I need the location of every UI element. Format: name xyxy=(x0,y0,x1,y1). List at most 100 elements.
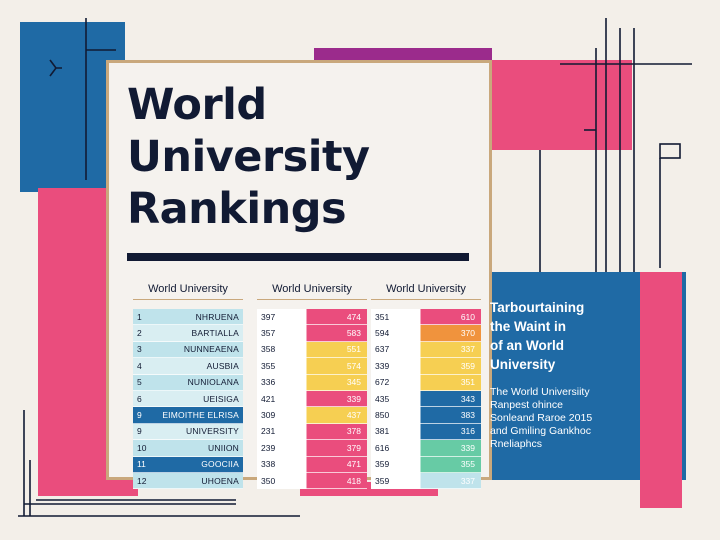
table-row: 338 471 xyxy=(257,456,367,473)
score-cell: 370 xyxy=(460,328,475,339)
column-rule-2 xyxy=(257,299,367,300)
score-cell: 351 xyxy=(375,311,390,322)
score-cell: 231 xyxy=(261,426,276,437)
column-heading-1: World University xyxy=(148,283,228,295)
table-row: 9 UNIVERSITY xyxy=(133,423,243,441)
table-row: 351 610 xyxy=(371,309,481,326)
score-cell: 610 xyxy=(460,311,475,322)
score-cell: 345 xyxy=(346,377,361,388)
info-heading-line: the Waint in xyxy=(490,319,566,334)
score-cell: 421 xyxy=(261,393,276,404)
score-cell: 355 xyxy=(261,360,276,371)
column-heading-2: World University xyxy=(272,283,352,295)
table-row: 672 351 xyxy=(371,374,481,391)
university-name-cell: UEISIGA xyxy=(203,393,239,404)
table-row: 1 NHRUENA xyxy=(133,309,243,326)
title-underline xyxy=(127,253,469,261)
score-cell: 337 xyxy=(460,475,475,486)
rankings-table-2: 397 474 357 583 358 551 355 574 336 345 421 339 309 4… xyxy=(257,309,367,490)
title-line: Rankings xyxy=(127,184,347,234)
table-row: 594 370 xyxy=(371,325,481,342)
info-body: The World Universiity Ranpest ohince Sonle… xyxy=(490,386,650,451)
info-body-line: Rneliaphcs xyxy=(490,438,542,450)
score-cell: 574 xyxy=(346,360,361,371)
table-row: 358 551 xyxy=(257,341,367,359)
score-cell: 350 xyxy=(261,475,276,486)
rank-cell: 11 xyxy=(137,459,146,470)
score-cell: 337 xyxy=(460,344,475,355)
rank-cell: 5 xyxy=(137,377,142,388)
score-cell: 850 xyxy=(375,410,390,421)
table-row: 231 378 xyxy=(257,423,367,441)
rankings-table-1: 1 NHRUENA 2 BARTIALLA 3 NUNNEAENA 4 AUSBIA 5 NUNI… xyxy=(133,309,243,490)
score-cell: 381 xyxy=(375,426,390,437)
title-line: World xyxy=(127,80,267,130)
score-cell: 397 xyxy=(261,311,276,322)
score-cell: 383 xyxy=(460,410,475,421)
university-name-cell: UHOENA xyxy=(201,475,239,486)
table-row: 10 UNIION xyxy=(133,440,243,457)
score-cell: 359 xyxy=(375,459,390,470)
table-row: 637 337 xyxy=(371,341,481,359)
score-cell: 594 xyxy=(375,328,390,339)
background-pink-block-top xyxy=(492,60,632,150)
score-cell: 672 xyxy=(375,377,390,388)
score-cell: 339 xyxy=(346,393,361,404)
info-heading-line: University xyxy=(490,357,556,372)
table-row: 350 418 xyxy=(257,472,367,490)
score-cell: 339 xyxy=(375,360,390,371)
table-row: 3 NUNNEAENA xyxy=(133,341,243,359)
rank-cell: 4 xyxy=(137,360,142,371)
column-heading-3: World University xyxy=(386,283,466,295)
table-row: 381 316 xyxy=(371,423,481,441)
university-name-cell: EIMOITHE ELRISA xyxy=(162,410,239,421)
info-body-line: The World Universiity xyxy=(490,386,590,398)
score-cell: 471 xyxy=(346,459,361,470)
table-row: 12 UHOENA xyxy=(133,472,243,490)
university-name-cell: UNIION xyxy=(208,442,239,453)
page-title: World University Rankings xyxy=(127,79,477,235)
score-cell: 474 xyxy=(346,311,361,322)
table-row: 336 345 xyxy=(257,374,367,391)
university-name-cell: AUSBIA xyxy=(206,360,239,371)
score-cell: 359 xyxy=(375,475,390,486)
table-row: 357 583 xyxy=(257,325,367,342)
rank-cell: 3 xyxy=(137,344,142,355)
score-cell: 378 xyxy=(346,426,361,437)
table-row: 616 339 xyxy=(371,440,481,457)
rank-cell: 6 xyxy=(137,393,142,404)
university-name-cell: UNIVERSITY xyxy=(185,426,239,437)
info-body-line: Sonleand Raroe 2015 xyxy=(490,412,593,424)
column-rule-3 xyxy=(371,299,481,300)
info-heading: Tarbourtaining the Waint in of an World Uni… xyxy=(490,298,650,374)
info-body-line: Ranpest ohince xyxy=(490,399,563,411)
table-row: 359 337 xyxy=(371,472,481,490)
rankings-card: World University Rankings World University… xyxy=(106,60,492,490)
score-cell: 637 xyxy=(375,344,390,355)
info-panel: Tarbourtaining the Waint in of an World Uni… xyxy=(490,298,650,451)
university-name-cell: NUNNEAENA xyxy=(183,344,239,355)
rank-cell: 2 xyxy=(137,328,142,339)
table-row: 239 379 xyxy=(257,440,367,457)
table-row: 359 355 xyxy=(371,456,481,473)
table-row: 397 474 xyxy=(257,309,367,326)
info-heading-line: of an World xyxy=(490,338,564,353)
background-pink-block-right xyxy=(640,272,682,508)
column-rule-1 xyxy=(133,299,243,300)
rank-cell: 9 xyxy=(137,426,142,437)
score-cell: 339 xyxy=(460,442,475,453)
score-cell: 343 xyxy=(460,393,475,404)
info-heading-line: Tarbourtaining xyxy=(490,300,585,315)
table-row: 9 EIMOITHE ELRISA xyxy=(133,407,243,424)
rank-cell: 12 xyxy=(137,475,147,486)
score-cell: 551 xyxy=(346,344,361,355)
score-cell: 351 xyxy=(460,377,475,388)
table-row: 4 AUSBIA xyxy=(133,358,243,375)
background-purple-strip-top xyxy=(314,48,492,62)
score-cell: 336 xyxy=(261,377,276,388)
score-cell: 239 xyxy=(261,442,276,453)
score-cell: 357 xyxy=(261,328,276,339)
score-cell: 355 xyxy=(460,459,475,470)
rank-cell: 1 xyxy=(137,311,142,322)
